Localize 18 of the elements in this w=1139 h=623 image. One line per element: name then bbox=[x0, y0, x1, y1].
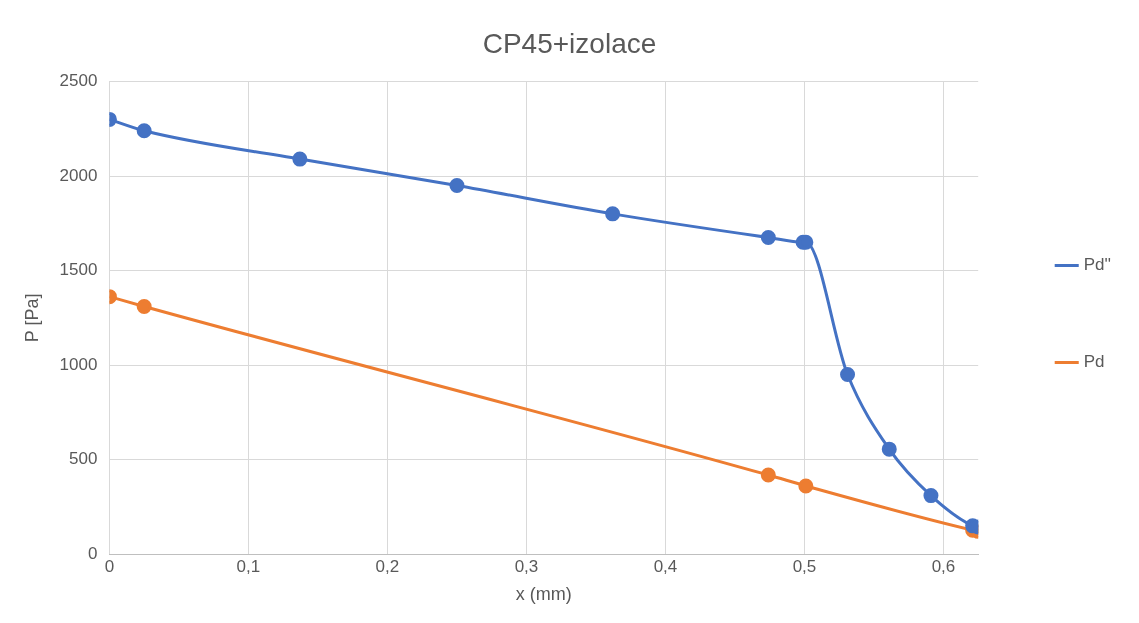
y-tick-label: 1000 bbox=[59, 354, 98, 374]
x-tick-label: 0,4 bbox=[653, 556, 678, 576]
y-tick-label: 2500 bbox=[59, 71, 98, 91]
legend-label: Pd'' bbox=[1083, 255, 1112, 275]
y-axis-title: P [Pa] bbox=[21, 293, 42, 343]
x-tick-label: 0,1 bbox=[236, 556, 261, 576]
x-tick-label: 0,6 bbox=[931, 556, 956, 576]
y-tick-label: 2000 bbox=[59, 165, 98, 185]
x-tick-label: 0,5 bbox=[792, 556, 817, 576]
y-tick-label: 1500 bbox=[59, 260, 98, 280]
y-tick-label: 500 bbox=[69, 449, 98, 469]
x-axis-title: x (mm) bbox=[515, 584, 572, 605]
x-tick-label: 0,3 bbox=[514, 556, 539, 576]
chart-title: CP45+izolace bbox=[482, 27, 657, 59]
x-tick-label: 0 bbox=[104, 556, 115, 576]
y-tick-label: 0 bbox=[87, 543, 98, 563]
legend-label: Pd bbox=[1083, 352, 1105, 372]
x-tick-label: 0,2 bbox=[375, 556, 400, 576]
